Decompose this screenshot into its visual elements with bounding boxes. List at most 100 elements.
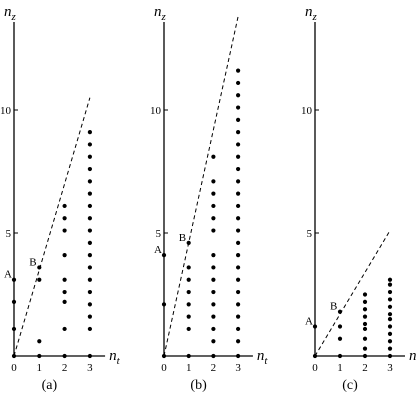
data-point bbox=[37, 265, 42, 270]
data-point bbox=[362, 299, 368, 304]
y-axis-label: nz bbox=[305, 4, 318, 23]
data-point bbox=[236, 277, 241, 282]
data-point bbox=[236, 314, 241, 319]
data-point bbox=[236, 253, 241, 258]
data-point bbox=[236, 302, 241, 307]
data-point bbox=[387, 331, 393, 336]
data-point bbox=[387, 277, 393, 282]
x-tick-label: 0 bbox=[11, 362, 17, 374]
data-point bbox=[362, 336, 368, 341]
data-point bbox=[87, 130, 92, 135]
data-point bbox=[387, 297, 393, 302]
data-point bbox=[211, 179, 216, 184]
data-point bbox=[236, 216, 241, 221]
data-point bbox=[87, 142, 92, 147]
x-tick-label: 3 bbox=[235, 362, 241, 374]
data-point bbox=[312, 324, 318, 329]
chart-panel-2: nz nt 5 10 0 1 2 3 A B (b) bbox=[150, 4, 268, 393]
data-point bbox=[87, 314, 92, 319]
x-tick-label: 1 bbox=[37, 362, 43, 374]
data-point bbox=[387, 289, 393, 295]
chart-panel-1: nz nt 5 10 0 1 2 3 A B (a) bbox=[0, 4, 121, 393]
data-point bbox=[211, 277, 216, 282]
data-point bbox=[236, 179, 241, 184]
data-point bbox=[362, 321, 368, 327]
point-annotation-a: A bbox=[305, 315, 313, 327]
data-point bbox=[87, 289, 92, 295]
data-point bbox=[387, 312, 393, 317]
data-point bbox=[62, 228, 67, 233]
data-point bbox=[211, 302, 216, 307]
data-point bbox=[87, 265, 92, 270]
data-point bbox=[362, 353, 368, 359]
data-point bbox=[337, 309, 343, 314]
x-axis-label: nt bbox=[109, 348, 121, 367]
data-point bbox=[211, 154, 216, 159]
y-axis-label: nz bbox=[4, 4, 17, 23]
dashed-bound-line bbox=[163, 16, 239, 357]
data-point bbox=[236, 228, 241, 233]
data-point bbox=[362, 346, 368, 351]
data-point bbox=[37, 353, 42, 359]
data-point bbox=[236, 203, 241, 209]
x-tick-label: 0 bbox=[312, 362, 318, 374]
data-point bbox=[211, 265, 216, 270]
data-point bbox=[62, 216, 67, 221]
data-point bbox=[87, 302, 92, 307]
data-point bbox=[87, 326, 92, 332]
data-point bbox=[186, 265, 191, 270]
data-point bbox=[87, 203, 92, 209]
panel-label: (c) bbox=[342, 378, 358, 393]
y-axis-label: nz bbox=[154, 4, 167, 23]
data-point bbox=[161, 253, 167, 258]
point-annotation-b: B bbox=[330, 301, 337, 313]
data-point bbox=[87, 191, 92, 196]
data-point bbox=[236, 130, 241, 135]
data-point bbox=[387, 304, 393, 309]
data-point bbox=[387, 282, 393, 287]
y-tick-label: 5 bbox=[307, 228, 313, 240]
x-tick-label: 0 bbox=[161, 362, 167, 374]
data-point bbox=[211, 191, 216, 196]
dashed-bound-line bbox=[13, 97, 91, 357]
data-point bbox=[87, 253, 92, 258]
data-point bbox=[87, 228, 92, 233]
data-point bbox=[362, 326, 368, 332]
data-point bbox=[211, 216, 216, 221]
data-point bbox=[62, 253, 67, 258]
data-point bbox=[186, 326, 191, 332]
y-tick-label: 5 bbox=[156, 228, 162, 240]
data-point bbox=[211, 339, 216, 344]
point-annotation-a: A bbox=[4, 269, 12, 281]
data-point bbox=[11, 326, 17, 332]
panel-label: (a) bbox=[42, 378, 58, 393]
x-tick-label: 3 bbox=[387, 362, 393, 374]
data-point bbox=[236, 353, 241, 359]
data-point bbox=[211, 289, 216, 295]
data-point bbox=[211, 203, 216, 209]
data-point bbox=[337, 336, 343, 341]
data-point bbox=[337, 353, 343, 359]
data-point bbox=[87, 277, 92, 282]
data-point bbox=[236, 326, 241, 332]
data-point bbox=[211, 353, 216, 359]
data-point bbox=[236, 80, 241, 86]
data-point bbox=[211, 228, 216, 233]
data-point bbox=[161, 353, 167, 359]
data-point bbox=[387, 353, 393, 359]
data-point bbox=[87, 353, 92, 359]
data-point bbox=[236, 142, 241, 147]
x-tick-label: 2 bbox=[62, 362, 68, 374]
data-point bbox=[87, 154, 92, 159]
x-tick-label: 3 bbox=[87, 362, 93, 374]
data-point bbox=[62, 277, 67, 282]
data-point bbox=[161, 302, 167, 307]
data-point bbox=[236, 289, 241, 295]
data-point bbox=[362, 314, 368, 319]
data-point bbox=[62, 353, 67, 359]
data-point bbox=[211, 314, 216, 319]
data-point bbox=[186, 240, 191, 245]
data-point bbox=[186, 289, 191, 295]
data-point bbox=[211, 326, 216, 332]
x-tick-label: 2 bbox=[211, 362, 217, 374]
